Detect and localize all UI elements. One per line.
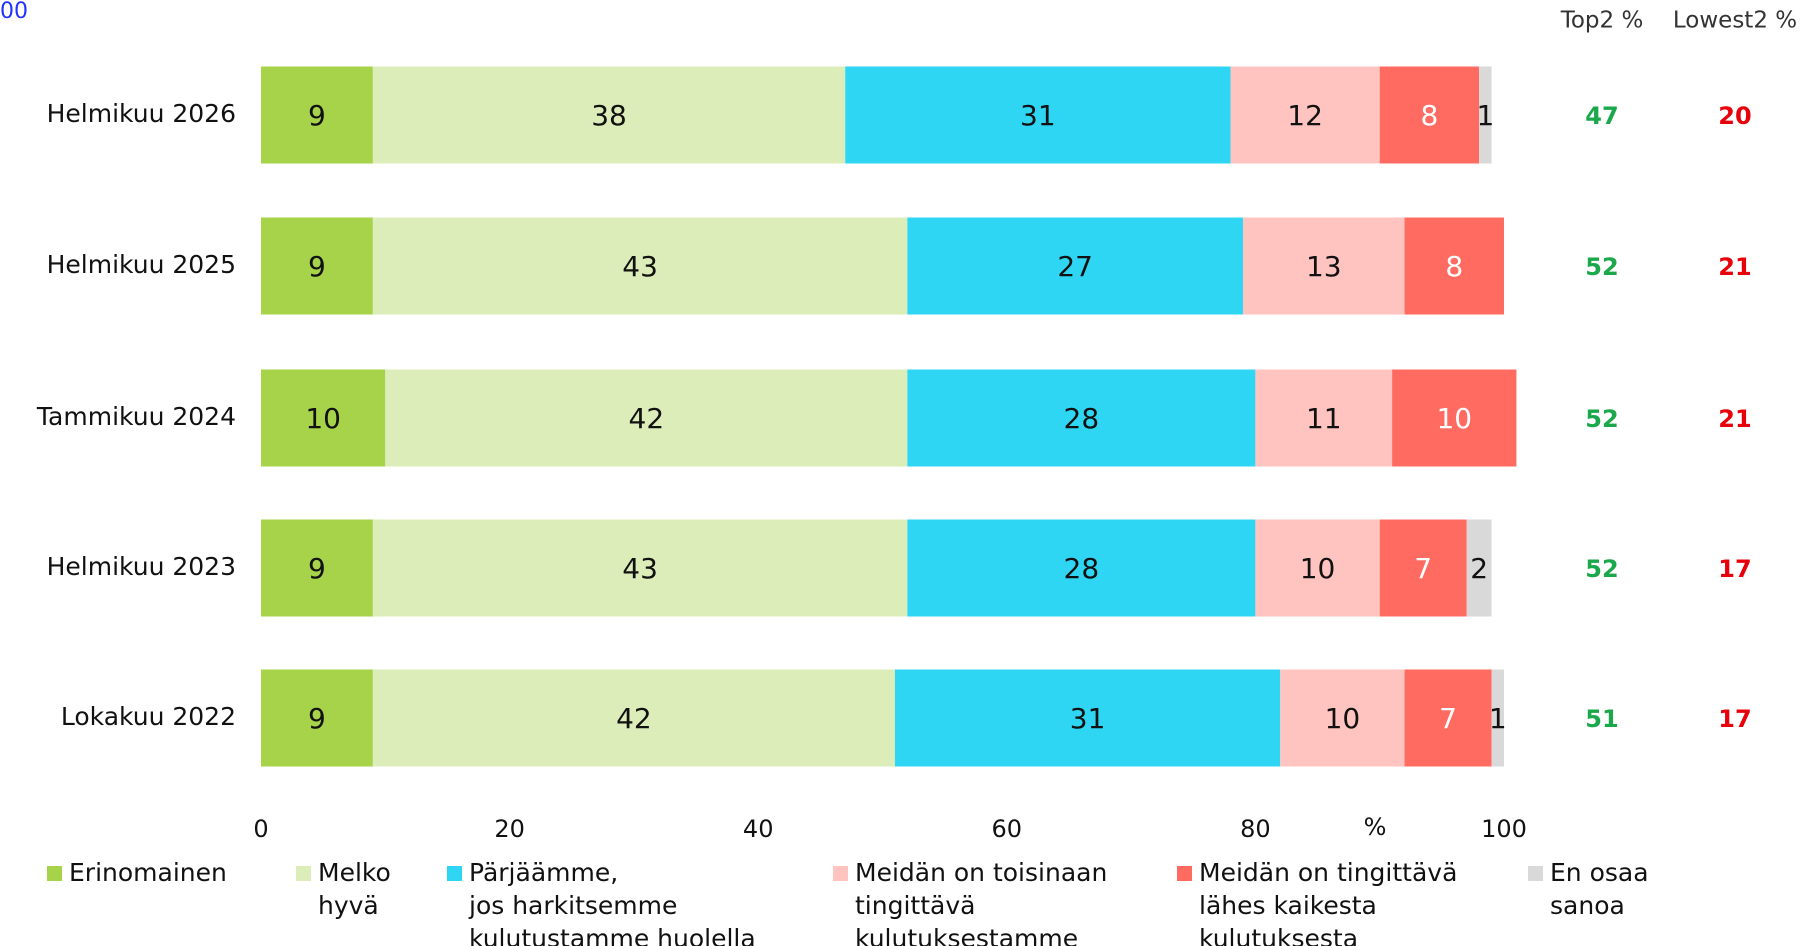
bar-segment: [907, 369, 1256, 467]
data-label: 31: [1070, 702, 1106, 735]
data-label: 42: [629, 402, 665, 435]
data-label: 13: [1306, 250, 1342, 283]
legend-swatch: [447, 866, 462, 881]
data-label: 2: [1470, 552, 1488, 585]
lowest2-value: 17: [1718, 555, 1751, 583]
x-tick-label: 40: [743, 815, 774, 843]
data-label: 31: [1020, 99, 1056, 132]
lowest2-value: 21: [1718, 253, 1751, 281]
legend-label: En osaa sanoa: [1550, 858, 1649, 920]
lowest2-value: 21: [1718, 405, 1751, 433]
category-label: Tammikuu 2024: [36, 402, 236, 431]
bar-segment: [1479, 66, 1492, 164]
x-tick-label: 0: [253, 815, 268, 843]
top2-value: 52: [1585, 405, 1618, 433]
legend-swatch: [296, 866, 311, 881]
category-label: Helmikuu 2026: [47, 99, 236, 128]
data-label: 1: [1476, 99, 1494, 132]
x-axis-label: %: [1364, 813, 1387, 841]
data-label: 7: [1439, 702, 1457, 735]
bar-segment: [1466, 519, 1492, 617]
data-label: 9: [308, 702, 326, 735]
bar-segment: [261, 669, 373, 767]
top2-header: Top2 %: [1560, 8, 1644, 34]
lowest2-header: Lowest2 %: [1673, 8, 1797, 34]
data-label: 10: [1300, 552, 1336, 585]
data-label: 10: [1325, 702, 1361, 735]
data-label: 28: [1064, 402, 1100, 435]
category-label: Lokakuu 2022: [61, 702, 236, 731]
bar-segment: [385, 369, 908, 467]
bar-segment: [261, 369, 386, 467]
legend-swatch: [1177, 866, 1192, 881]
data-label: 10: [305, 402, 341, 435]
bar-segment: [261, 66, 373, 164]
legend-label: Erinomainen: [69, 858, 227, 887]
bar-segment: [372, 217, 908, 315]
bar-segment: [1491, 669, 1504, 767]
category-label: Helmikuu 2023: [47, 552, 236, 581]
data-label: 28: [1064, 552, 1100, 585]
legend-swatch: [47, 866, 62, 881]
data-label: 43: [622, 250, 658, 283]
data-label: 38: [591, 99, 627, 132]
bar-segment: [1230, 66, 1380, 164]
bar-segment: [1404, 217, 1504, 315]
bar-segment: [1392, 369, 1517, 467]
category-label: Helmikuu 2025: [47, 250, 236, 279]
bar-segment: [894, 669, 1281, 767]
data-label: 27: [1057, 250, 1093, 283]
bar-segment: [1255, 519, 1380, 617]
bar-segment: [907, 519, 1256, 617]
data-label: 7: [1414, 552, 1432, 585]
bar-segment: [1379, 66, 1480, 164]
bar-segment: [845, 66, 1231, 164]
data-label: 1: [1489, 702, 1507, 735]
bar-segment: [372, 66, 846, 164]
data-label: 10: [1436, 402, 1472, 435]
x-tick-label: 80: [1240, 815, 1271, 843]
data-label: 9: [308, 250, 326, 283]
legend-swatch: [833, 866, 848, 881]
lowest2-value: 17: [1718, 705, 1751, 733]
annotation: 00: [0, 0, 28, 24]
bar-segment: [261, 217, 373, 315]
data-label: 43: [622, 552, 658, 585]
top2-value: 52: [1585, 555, 1618, 583]
legend-label: Melko hyvä: [318, 858, 391, 920]
bar-segment: [372, 519, 908, 617]
bar-segment: [1242, 217, 1405, 315]
bar-segment: [372, 669, 895, 767]
bar-segment: [1280, 669, 1405, 767]
x-tick-label: 60: [992, 815, 1023, 843]
bar-segment: [1379, 519, 1467, 617]
data-label: 9: [308, 552, 326, 585]
top2-value: 51: [1585, 705, 1618, 733]
legend-label: Meidän on toisinaan tingittävä kulutukse…: [855, 858, 1108, 946]
x-tick-label: 20: [494, 815, 525, 843]
data-label: 8: [1445, 250, 1463, 283]
lowest2-value: 20: [1718, 102, 1751, 130]
data-label: 8: [1421, 99, 1439, 132]
legend-label: Meidän on tingittävä lähes kaikesta kulu…: [1199, 858, 1458, 946]
data-label: 42: [616, 702, 652, 735]
legend-label: Pärjäämme, jos harkitsemme kulutustamme …: [469, 858, 756, 946]
legend-swatch: [1528, 866, 1543, 881]
data-label: 11: [1306, 402, 1342, 435]
x-tick-label: 100: [1481, 815, 1527, 843]
top2-value: 52: [1585, 253, 1618, 281]
bar-segment: [261, 519, 373, 617]
bar-segment: [1255, 369, 1393, 467]
bar-segment: [1404, 669, 1492, 767]
data-label: 12: [1287, 99, 1323, 132]
top2-value: 47: [1585, 102, 1618, 130]
bar-segment: [907, 217, 1243, 315]
data-label: 9: [308, 99, 326, 132]
